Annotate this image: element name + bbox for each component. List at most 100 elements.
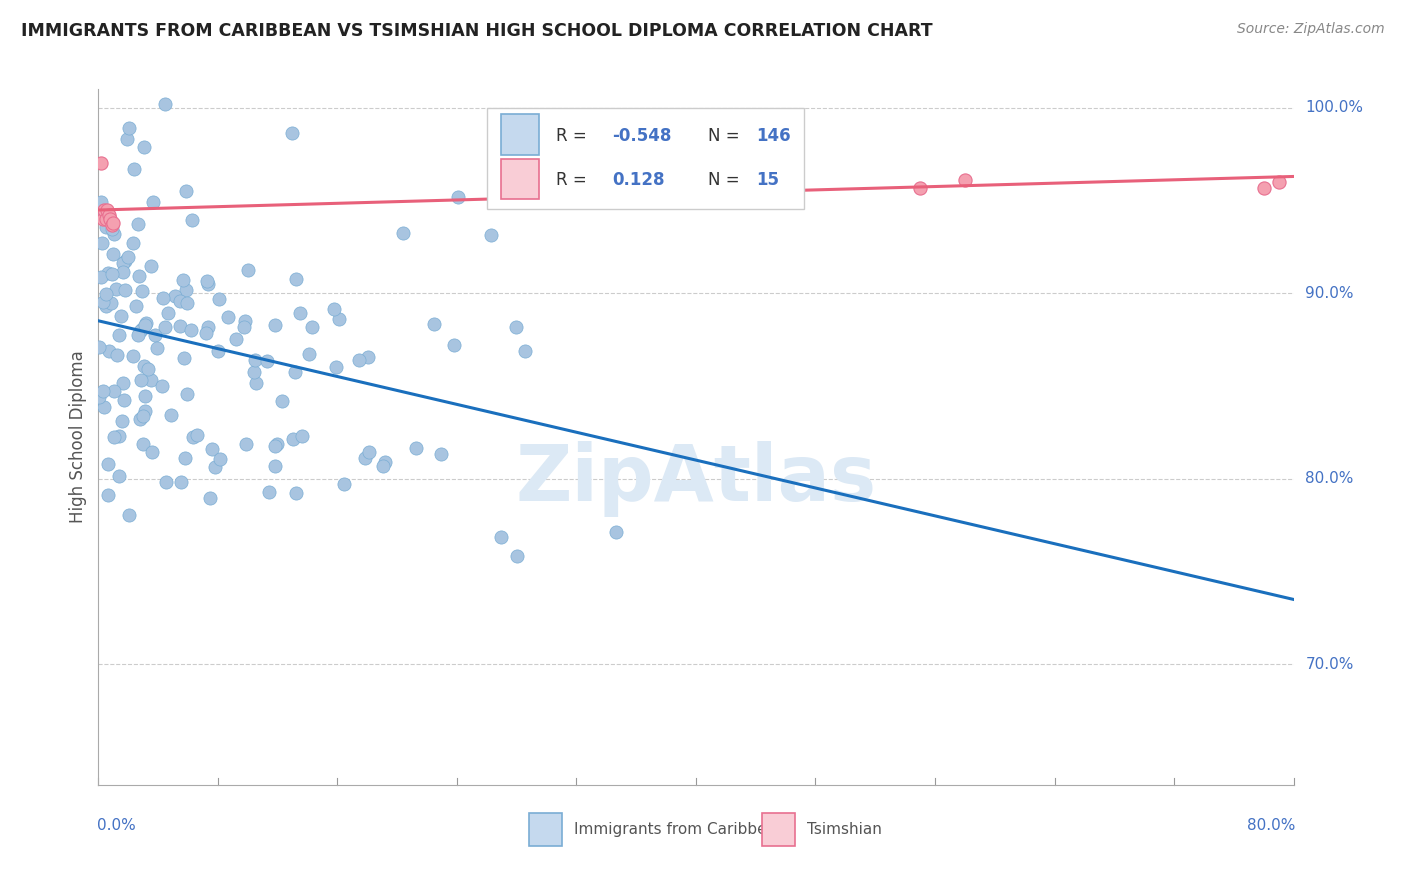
Text: 80.0%: 80.0% <box>1247 818 1295 833</box>
Point <box>103 430 125 444</box>
Point <box>156 306 179 320</box>
Point <box>217 310 239 324</box>
Point <box>125 299 148 313</box>
Text: ZipAtlas: ZipAtlas <box>516 441 876 516</box>
Point <box>134 140 156 154</box>
Point <box>325 359 347 374</box>
Point <box>121 349 143 363</box>
Point <box>513 343 536 358</box>
Point <box>90 269 112 284</box>
Text: -0.548: -0.548 <box>613 127 672 145</box>
Text: Immigrants from Caribbean: Immigrants from Caribbean <box>574 822 786 837</box>
Point <box>281 126 304 140</box>
Point <box>323 302 346 317</box>
Text: 70.0%: 70.0% <box>1306 657 1354 672</box>
Point <box>98 212 122 227</box>
Point <box>266 437 288 451</box>
Point <box>107 327 129 342</box>
Point <box>135 316 157 330</box>
Point <box>128 324 150 338</box>
Point <box>160 408 183 422</box>
Point <box>141 259 163 273</box>
Point <box>141 373 163 387</box>
Point <box>129 373 152 387</box>
Point <box>118 508 141 522</box>
Point <box>105 282 128 296</box>
Point <box>143 328 166 343</box>
Point <box>953 173 976 187</box>
Point <box>908 180 931 194</box>
Point <box>200 442 222 457</box>
Point <box>169 319 191 334</box>
Point <box>91 212 114 227</box>
Point <box>173 351 195 365</box>
Text: Tsimshian: Tsimshian <box>807 822 882 837</box>
Point <box>128 412 150 426</box>
Point <box>97 266 120 280</box>
Point <box>443 338 465 352</box>
Text: 0.128: 0.128 <box>613 171 665 189</box>
FancyBboxPatch shape <box>486 108 804 209</box>
Text: R =: R = <box>557 127 592 145</box>
Point <box>347 352 370 367</box>
Point <box>153 319 176 334</box>
Point <box>194 326 217 340</box>
Point <box>180 323 202 337</box>
Point <box>111 255 134 269</box>
Point <box>101 267 124 281</box>
Point <box>114 283 136 297</box>
Point <box>1267 175 1289 189</box>
FancyBboxPatch shape <box>762 813 796 847</box>
Point <box>479 228 502 243</box>
Point <box>354 450 377 465</box>
Point <box>101 222 124 236</box>
Point <box>422 317 444 331</box>
Point <box>132 359 155 373</box>
Point <box>197 320 219 334</box>
Point <box>152 291 174 305</box>
Point <box>89 391 111 405</box>
Point <box>122 162 145 177</box>
Point <box>208 292 231 306</box>
Point <box>195 273 218 287</box>
Point <box>200 491 222 505</box>
Point <box>107 429 129 443</box>
Point <box>132 409 155 424</box>
Point <box>87 340 110 354</box>
Point <box>301 320 323 334</box>
Point <box>153 97 176 112</box>
Point <box>131 321 153 335</box>
Point <box>142 195 165 210</box>
Point <box>610 180 633 194</box>
Point <box>259 484 281 499</box>
Point <box>176 386 198 401</box>
Point <box>105 348 128 362</box>
Point <box>392 227 415 241</box>
Point <box>150 378 173 392</box>
Point <box>172 273 194 287</box>
Point <box>429 447 451 461</box>
Text: 80.0%: 80.0% <box>1306 471 1354 486</box>
Text: R =: R = <box>557 171 598 189</box>
Point <box>117 250 139 264</box>
Point <box>96 202 118 217</box>
FancyBboxPatch shape <box>501 159 540 199</box>
Point <box>207 343 229 358</box>
Point <box>127 217 149 231</box>
Point <box>134 389 156 403</box>
Point <box>235 437 257 451</box>
Point <box>169 294 191 309</box>
Point <box>271 394 294 409</box>
Point <box>236 263 259 277</box>
FancyBboxPatch shape <box>501 114 540 155</box>
Point <box>291 429 314 443</box>
Point <box>357 445 380 459</box>
Point <box>491 530 513 544</box>
Point <box>232 319 254 334</box>
Point <box>91 384 114 398</box>
Point <box>103 227 125 241</box>
Text: 90.0%: 90.0% <box>1306 285 1354 301</box>
Point <box>97 208 120 222</box>
Point <box>505 320 527 334</box>
Point <box>111 376 134 391</box>
